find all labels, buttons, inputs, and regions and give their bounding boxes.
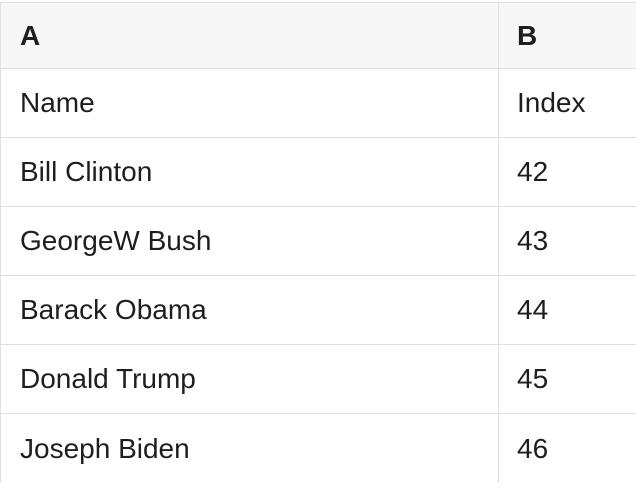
table-row: Bill Clinton 42 <box>1 138 636 207</box>
spreadsheet-grid: A B Name Index Bill Clinton 42 GeorgeW B… <box>0 2 636 483</box>
table-row: Donald Trump 45 <box>1 345 636 414</box>
cell-b3[interactable]: 43 <box>498 207 636 275</box>
column-header-b[interactable]: B <box>498 3 636 68</box>
cell-b4[interactable]: 44 <box>498 276 636 344</box>
cell-a1[interactable]: Name <box>20 87 95 118</box>
column-header-row: A B <box>1 3 636 69</box>
cell-a5[interactable]: Donald Trump <box>20 363 196 394</box>
cell-b5[interactable]: 45 <box>498 345 636 413</box>
cell-b1[interactable]: Index <box>498 69 636 137</box>
column-header-a[interactable]: A <box>20 19 41 51</box>
cell-a4[interactable]: Barack Obama <box>20 294 207 325</box>
cell-a6[interactable]: Joseph Biden <box>20 432 190 464</box>
table-row: Joseph Biden 46 <box>1 414 636 483</box>
table-row: Barack Obama 44 <box>1 276 636 345</box>
cell-b6[interactable]: 46 <box>498 414 636 483</box>
cell-b2[interactable]: 42 <box>498 138 636 206</box>
cell-a3[interactable]: GeorgeW Bush <box>20 225 212 256</box>
table-row: Name Index <box>1 69 636 138</box>
table-row: GeorgeW Bush 43 <box>1 207 636 276</box>
cell-a2[interactable]: Bill Clinton <box>20 156 153 187</box>
